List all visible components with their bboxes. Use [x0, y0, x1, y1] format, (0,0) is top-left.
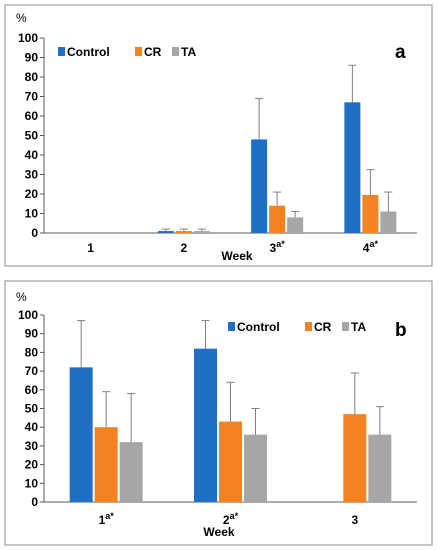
legend-swatch-cr — [135, 47, 142, 56]
y-tick-label: 100 — [18, 308, 38, 322]
legend-swatch-control — [228, 322, 235, 331]
bar-cr — [175, 231, 192, 233]
x-tick-label: 4a* — [363, 239, 379, 255]
bar-ta — [119, 442, 143, 502]
y-tick-label: 30 — [25, 168, 39, 182]
bar-ta — [368, 434, 392, 502]
y-tick-label: 90 — [25, 51, 39, 65]
bar-control — [194, 348, 217, 502]
y-tick-label: 20 — [25, 458, 39, 472]
y-tick-label: 0 — [31, 226, 38, 240]
legend-swatch-ta — [172, 47, 179, 56]
x-tick-label: 1a* — [99, 511, 115, 527]
bar-cr — [343, 414, 367, 502]
panel-a-frame — [4, 4, 433, 267]
y-tick-label: 100 — [18, 31, 38, 45]
bar-cr — [219, 421, 242, 502]
y-tick-label: 70 — [25, 364, 39, 378]
y-tick-label: 40 — [25, 148, 39, 162]
y-tick-label: 0 — [31, 495, 38, 509]
y-tick-label: 60 — [25, 383, 39, 397]
panel-b-ylabel: % — [16, 290, 27, 304]
y-tick-label: 50 — [25, 129, 39, 143]
panel-b-chart: % b Week 0 10 20 30 40 50 60 70 80 90 100 1a* 2a* 3 C… — [16, 290, 417, 539]
bar-cr — [94, 427, 118, 502]
legend-label-ta: TA — [181, 45, 196, 59]
panel-b-letter: b — [395, 320, 407, 341]
x-tick-label: 3a* — [270, 239, 286, 255]
legend-swatch-control — [58, 47, 65, 56]
bar-cr — [269, 205, 286, 233]
x-tick-label: 1 — [87, 241, 94, 255]
bar-control — [344, 102, 361, 233]
bar-cr — [362, 194, 379, 233]
bar-ta — [244, 434, 267, 502]
panel-a-ylabel: % — [16, 11, 27, 25]
legend-swatch-cr — [305, 322, 312, 331]
bar-ta — [380, 211, 397, 233]
y-tick-label: 90 — [25, 327, 39, 341]
legend-label-ta: TA — [351, 320, 366, 334]
panel-b-frame — [4, 280, 433, 546]
legend-label-cr: CR — [314, 320, 332, 334]
y-tick-label: 30 — [25, 439, 39, 453]
y-tick-label: 70 — [25, 90, 39, 104]
panel-a-letter: a — [395, 42, 406, 63]
bar-control — [157, 231, 174, 233]
bar-control — [69, 367, 93, 502]
panel-a-xlabel: Week — [221, 249, 252, 263]
x-tick-label: 2 — [181, 241, 188, 255]
panel-b-xlabel: Week — [203, 525, 234, 539]
x-tick-label: 3 — [351, 513, 358, 527]
y-tick-label: 40 — [25, 420, 39, 434]
legend-label-control: Control — [237, 320, 280, 334]
y-tick-label: 10 — [25, 207, 39, 221]
y-tick-label: 10 — [25, 476, 39, 490]
y-tick-label: 20 — [25, 187, 39, 201]
y-tick-label: 60 — [25, 109, 39, 123]
legend-label-control: Control — [67, 45, 110, 59]
bar-ta — [193, 231, 210, 233]
legend-label-cr: CR — [144, 45, 162, 59]
legend-swatch-ta — [342, 322, 349, 331]
bar-control — [251, 139, 268, 233]
y-tick-label: 80 — [25, 345, 39, 359]
x-tick-label: 2a* — [223, 511, 239, 527]
y-tick-label: 50 — [25, 402, 39, 416]
y-tick-label: 80 — [25, 70, 39, 84]
bar-ta — [287, 217, 304, 233]
